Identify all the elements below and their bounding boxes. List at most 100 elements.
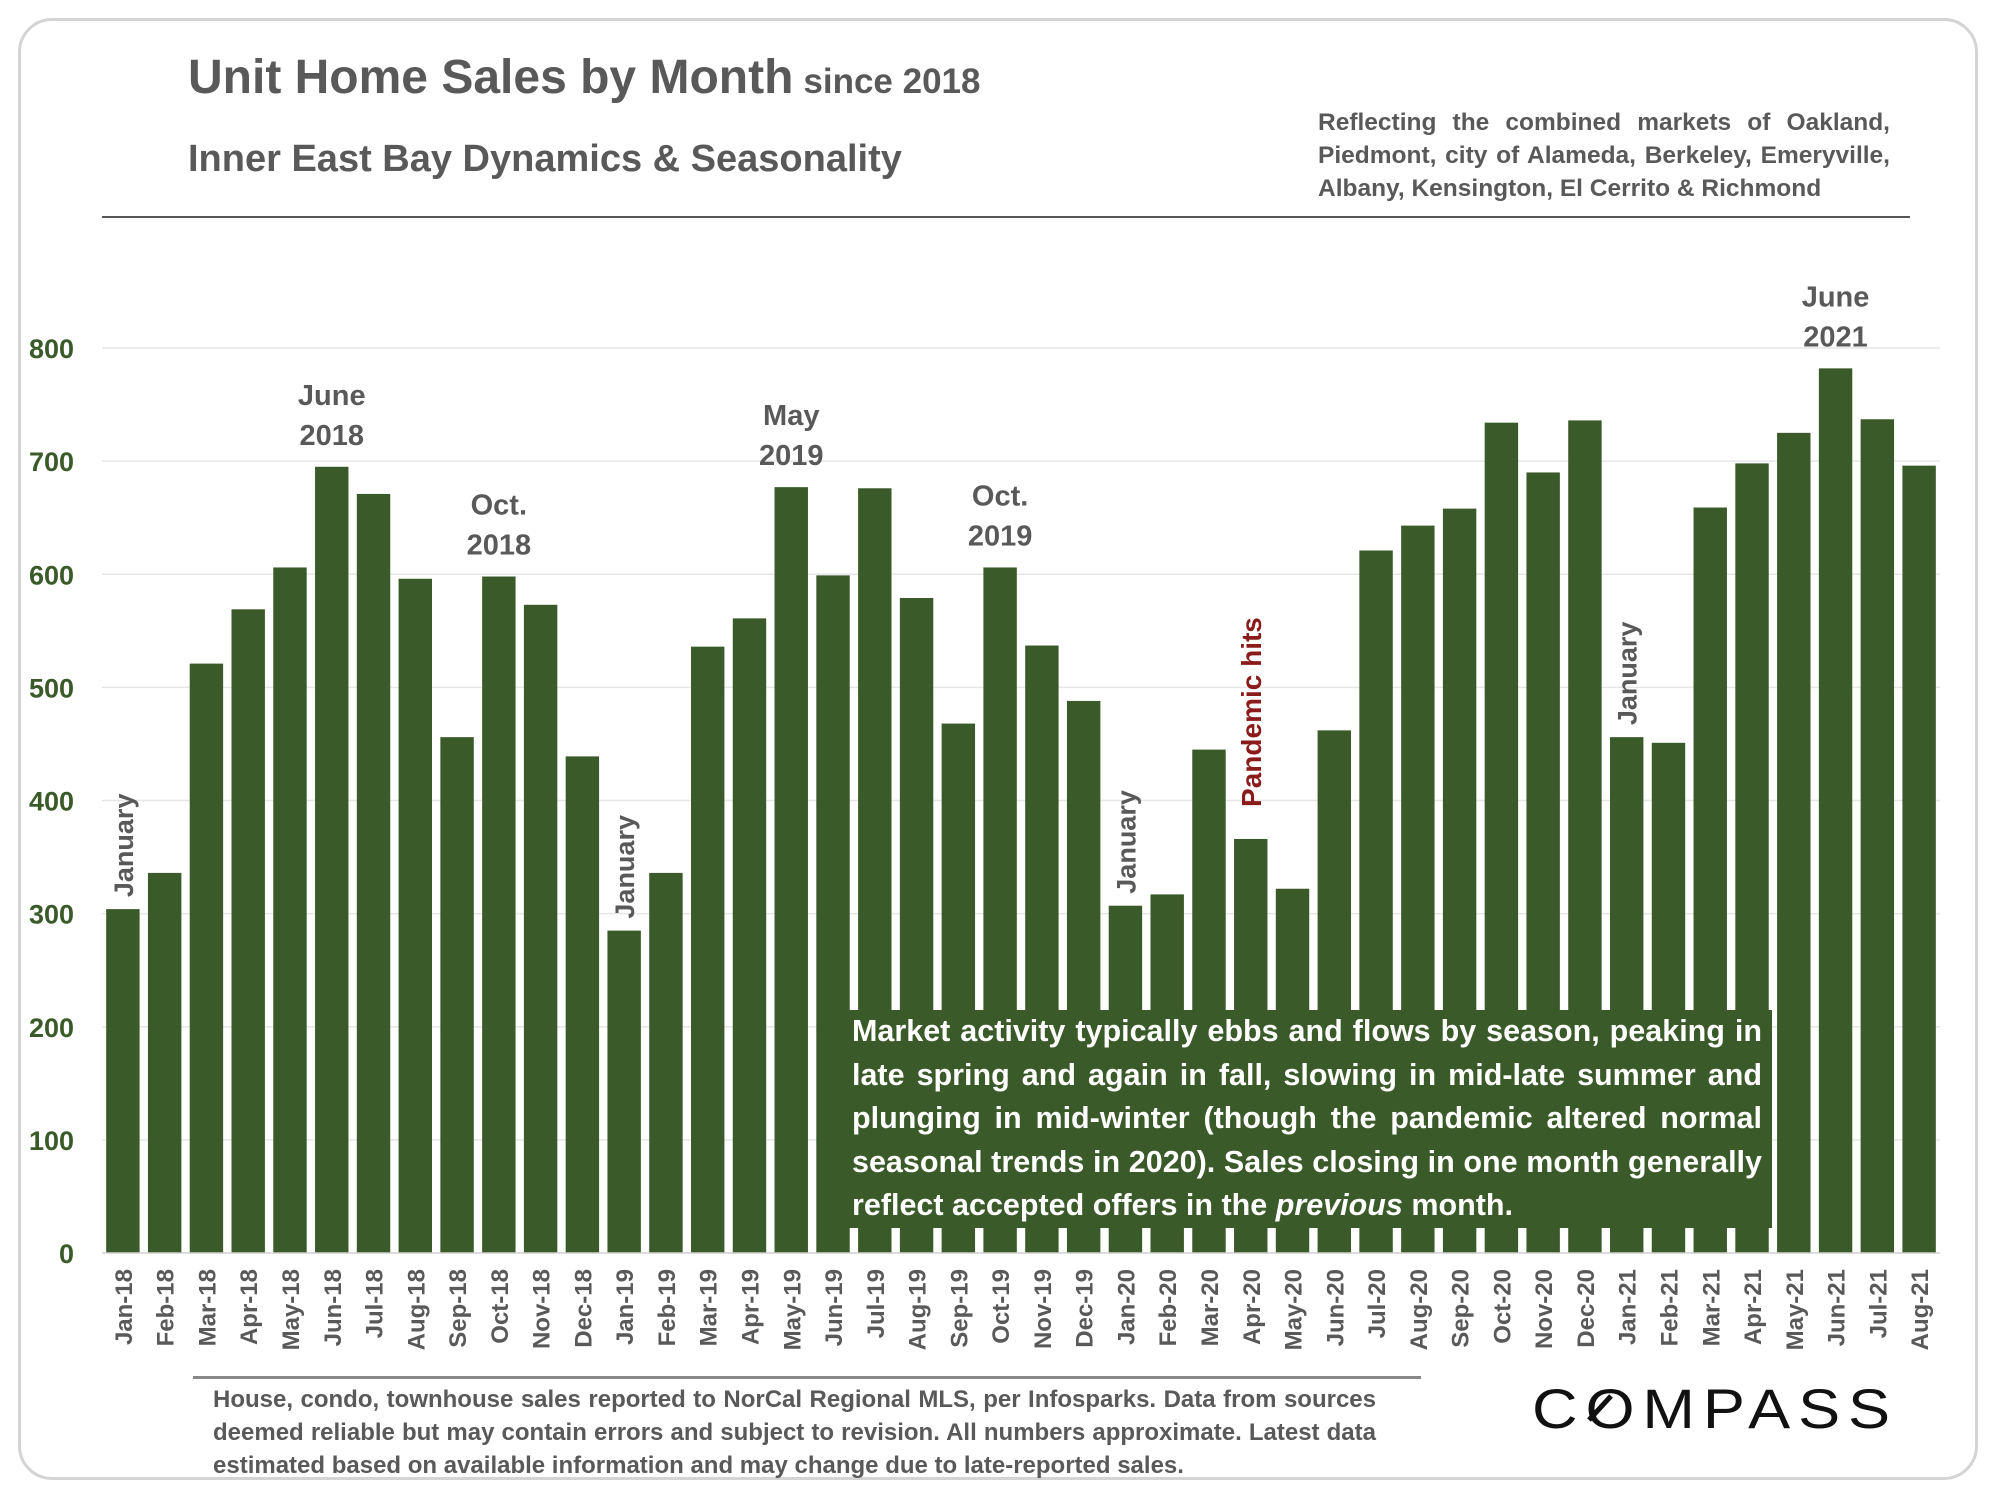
x-tick-label: May-21 — [1782, 1269, 1809, 1350]
x-tick-label: Aug-18 — [403, 1269, 430, 1350]
x-tick-label: Jul-21 — [1865, 1269, 1892, 1338]
bar — [147, 872, 182, 1253]
x-tick-label: Jul-19 — [863, 1269, 890, 1338]
x-tick-label: Mar-20 — [1197, 1269, 1224, 1346]
x-tick-label: Dec-20 — [1573, 1269, 1600, 1348]
x-tick-label: Nov-20 — [1531, 1269, 1558, 1349]
peak-annotation: Oct. — [972, 480, 1028, 512]
bar — [189, 663, 224, 1253]
y-tick-label: 0 — [59, 1239, 74, 1269]
bar — [1902, 465, 1936, 1253]
bar — [565, 756, 600, 1253]
x-tick-label: Jun-20 — [1322, 1269, 1349, 1346]
header-divider — [102, 216, 1910, 218]
bar — [649, 872, 683, 1253]
x-tick-label: Aug-20 — [1406, 1269, 1433, 1350]
x-tick-label: Dec-18 — [570, 1269, 597, 1348]
bar — [1860, 419, 1895, 1253]
x-tick-label: Jul-20 — [1364, 1269, 1391, 1338]
x-tick-label: Mar-18 — [194, 1269, 221, 1346]
january-annotation: January — [109, 794, 139, 898]
peak-annotation: 2018 — [299, 420, 364, 452]
x-tick-label: Dec-19 — [1072, 1269, 1099, 1348]
bar — [106, 909, 140, 1253]
x-tick-label: Oct-20 — [1489, 1269, 1516, 1344]
x-tick-label: Oct-19 — [988, 1269, 1015, 1344]
x-tick-label: Nov-18 — [529, 1269, 556, 1349]
footnote-divider — [193, 1376, 1421, 1379]
y-tick-label: 600 — [29, 560, 74, 590]
source-footnote: House, condo, townhouse sales reported t… — [213, 1386, 1376, 1479]
bar — [1818, 368, 1853, 1253]
chart-title: Unit Home Sales by Month since 2018 — [188, 50, 980, 105]
january-annotation: January — [610, 815, 640, 919]
x-tick-label: Jan-18 — [111, 1269, 138, 1345]
y-tick-label: 100 — [29, 1126, 74, 1156]
x-tick-label: Aug-19 — [905, 1269, 932, 1350]
x-tick-label: Sep-20 — [1448, 1269, 1475, 1348]
title-main: Unit Home Sales by Month — [188, 51, 794, 104]
x-tick-label: Jun-19 — [821, 1269, 848, 1346]
bar — [607, 930, 641, 1253]
x-tick-label: Oct-18 — [487, 1269, 514, 1344]
january-annotation: January — [1111, 790, 1141, 894]
x-tick-label: Jan-19 — [612, 1269, 639, 1345]
y-tick-label: 800 — [29, 334, 74, 364]
peak-annotation: May — [763, 400, 819, 432]
title-suffix: since 2018 — [803, 62, 981, 101]
svg-text:COMPASS: COMPASS — [1532, 1378, 1898, 1438]
peak-annotation: 2018 — [467, 530, 532, 562]
x-tick-label: May-20 — [1281, 1269, 1308, 1350]
x-tick-label: Aug-21 — [1907, 1269, 1934, 1350]
x-tick-label: Mar-21 — [1698, 1269, 1725, 1346]
x-tick-label: Mar-19 — [696, 1269, 723, 1346]
x-tick-label: Apr-19 — [737, 1269, 764, 1345]
x-tick-label: Feb-19 — [654, 1269, 681, 1346]
x-tick-label: Nov-19 — [1030, 1269, 1057, 1349]
note-emphasis: previous — [1275, 1188, 1403, 1222]
compass-logo: COMPASS — [1532, 1378, 1898, 1438]
x-tick-label: Jan-20 — [1113, 1269, 1140, 1345]
note-text-end: month. — [1402, 1188, 1513, 1222]
x-tick-label: May-18 — [278, 1269, 305, 1350]
bar — [398, 578, 433, 1253]
peak-annotation: Oct. — [471, 490, 527, 522]
x-tick-label: Sep-18 — [445, 1269, 472, 1348]
x-tick-label: Feb-18 — [153, 1269, 180, 1346]
x-tick-label: Jun-21 — [1824, 1269, 1851, 1346]
pandemic-annotation: Pandemic hits — [1236, 617, 1267, 807]
x-tick-label: Feb-21 — [1656, 1269, 1683, 1346]
y-tick-label: 400 — [29, 787, 74, 817]
y-tick-label: 500 — [29, 673, 74, 703]
y-tick-label: 300 — [29, 900, 74, 930]
peak-annotation: June — [1802, 281, 1870, 313]
january-annotation: January — [1613, 622, 1643, 726]
x-tick-label: Jul-18 — [362, 1269, 389, 1338]
bar — [690, 646, 725, 1253]
x-tick-label: Apr-18 — [236, 1269, 263, 1345]
peak-annotation: 2019 — [759, 440, 824, 472]
x-tick-label: Jun-18 — [320, 1269, 347, 1346]
peak-annotation: 2019 — [968, 520, 1033, 552]
bar — [523, 604, 558, 1253]
y-tick-label: 200 — [29, 1013, 74, 1043]
peak-annotation: 2021 — [1803, 321, 1868, 353]
bar — [774, 487, 808, 1253]
bar — [315, 466, 349, 1253]
bar — [231, 609, 265, 1253]
x-tick-label: Jan-21 — [1615, 1269, 1642, 1345]
x-tick-label: Apr-20 — [1239, 1269, 1266, 1345]
peak-annotation: June — [298, 380, 366, 412]
note-text: Market activity typically ebbs and flows… — [852, 1014, 1762, 1222]
bar — [356, 493, 391, 1253]
x-tick-label: May-19 — [779, 1269, 806, 1350]
x-tick-label: Apr-21 — [1740, 1269, 1767, 1345]
bar — [732, 618, 767, 1253]
bar — [273, 567, 307, 1253]
x-tick-label: Sep-19 — [946, 1269, 973, 1348]
markets-note: Reflecting the combined markets of Oakla… — [1318, 109, 1890, 202]
x-tick-label: Feb-20 — [1155, 1269, 1182, 1346]
bar — [440, 737, 474, 1253]
chart-subtitle: Inner East Bay Dynamics & Seasonality — [188, 138, 902, 180]
